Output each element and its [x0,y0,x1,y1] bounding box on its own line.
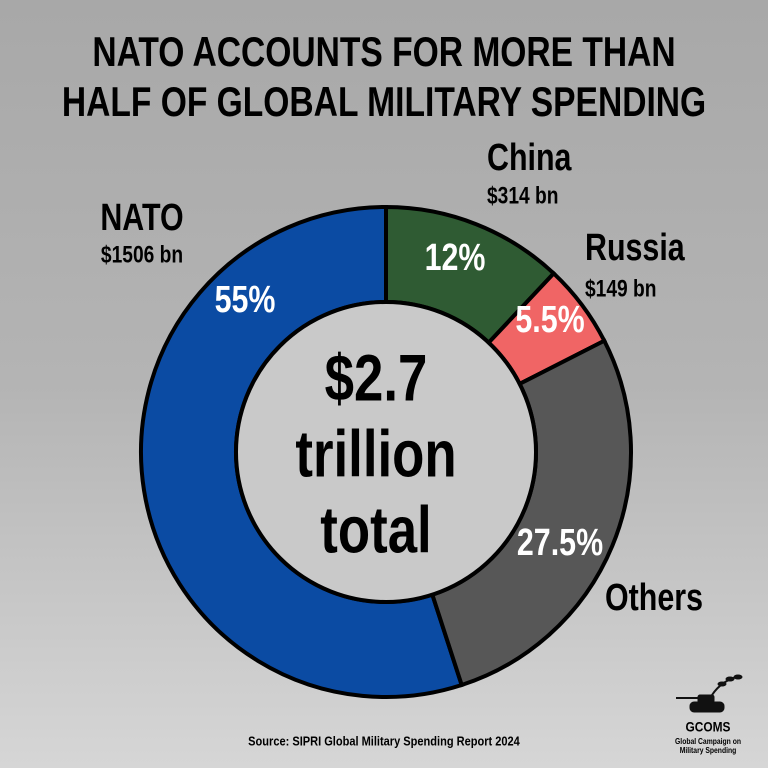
chart-title: HALF OF GLOBAL MILITARY SPENDING [62,80,706,126]
amount-label: $1506 bn [101,240,183,268]
category-label: China [487,137,572,179]
logo-name: GCOMS [686,719,731,735]
center-label: total [320,493,431,567]
logo-subtitle: Military Spending [680,746,737,756]
chart-title: NATO ACCOUNTS FOR MORE THAN [92,30,675,76]
category-label: Russia [585,227,685,269]
amount-label: $314 bn [487,181,558,209]
value-label: 12% [425,237,486,279]
center-label: $2.7 [325,341,428,415]
center-label: trillion [295,417,456,491]
donut-hole [234,300,538,604]
amount-label: $149 bn [585,274,656,302]
category-label: NATO [100,197,183,239]
source: Source: SIPRI Global Military Spending R… [248,734,520,749]
value-label: 5.5% [515,299,584,341]
value-label: 27.5% [517,522,603,564]
logo-subtitle: Global Campaign on [675,737,741,747]
logo-icon [676,674,743,713]
value-label: 55% [215,279,276,321]
category-label: Others [605,577,703,619]
